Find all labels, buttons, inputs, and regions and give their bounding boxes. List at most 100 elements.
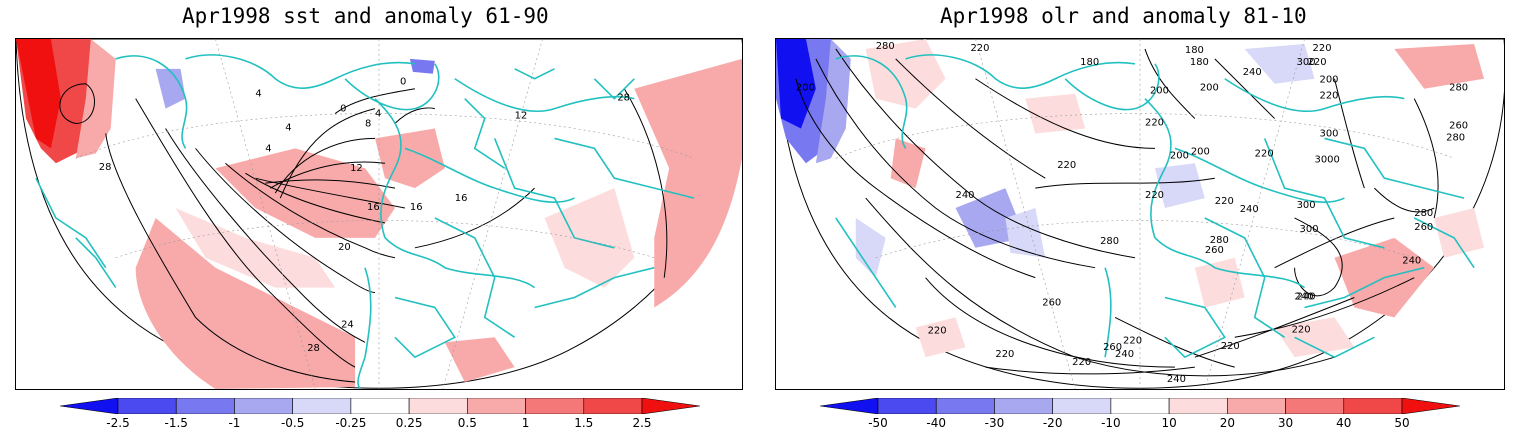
sst-colorbar	[60, 398, 700, 414]
colorbar-segment	[1227, 398, 1286, 414]
colorbar-tick-label: -1.5	[164, 416, 188, 430]
colorbar-segment	[1110, 398, 1170, 414]
contour-label: 24	[341, 319, 354, 330]
contour-label: 28	[307, 343, 320, 354]
colorbar-segment	[1401, 398, 1460, 414]
contour-label: 220	[1221, 341, 1240, 352]
contour-label: 220	[970, 43, 989, 54]
colorbar-tick-label: 10	[1161, 416, 1177, 430]
contour-label: 180	[1080, 57, 1099, 68]
colorbar-segment	[994, 398, 1053, 414]
contour-label: 28	[99, 162, 112, 173]
colorbar-tick-label: -0.5	[280, 416, 305, 430]
contour-label: 260	[1205, 245, 1224, 256]
contour-label: 240	[1297, 292, 1316, 303]
contour-label: 220	[1255, 148, 1274, 159]
colorbar-segment	[1343, 398, 1403, 414]
sst-anomaly-map: 28 4 0 4 8 0 4 12 16 16 16 20 24 28 28 1…	[15, 38, 743, 390]
contour-label: 240	[1115, 349, 1134, 360]
contour-label: 180	[1185, 45, 1204, 56]
colorbar-tick-label: 2.5	[632, 416, 652, 430]
contour-label: 200	[1191, 146, 1210, 157]
olr-colorbar	[820, 398, 1460, 414]
colorbar-segment	[175, 398, 235, 414]
contour-label: 220	[1313, 43, 1332, 54]
colorbar-tick-label: 50	[1394, 416, 1410, 430]
colorbar-segment	[350, 398, 410, 414]
olr-panel-title: Apr1998 olr and anomaly 81-10	[940, 4, 1307, 28]
contour-label: 3000	[1315, 154, 1340, 165]
contour-label: 220	[1145, 118, 1164, 129]
colorbar-tick-label: -50	[868, 416, 888, 430]
contour-label: 220	[1072, 357, 1091, 368]
colorbar-tick-label: 1	[521, 416, 530, 430]
contour-label: 240	[1167, 374, 1186, 385]
contour-label: 280	[1449, 83, 1468, 94]
contour-label: 200	[1200, 83, 1219, 94]
contour-label: 8	[365, 119, 371, 130]
contour-label: 220	[1145, 190, 1164, 201]
colorbar-tick-label: -2.5	[106, 416, 130, 430]
colorbar-segment	[234, 398, 293, 414]
colorbar-segment	[525, 398, 585, 414]
colorbar-segment	[877, 398, 937, 414]
contour-label: 220	[1320, 91, 1339, 102]
contour-label: 240	[1243, 67, 1262, 78]
contour-label: 260	[1449, 121, 1468, 132]
colorbar-tick-label: -1	[228, 416, 241, 430]
olr-anomaly-map: 280 220 180 180 220 240 220 300 200 180 …	[775, 38, 1505, 390]
colorbar-segment	[467, 398, 526, 414]
contour-label: 260	[1414, 222, 1433, 233]
colorbar-segment	[60, 398, 119, 414]
contour-label: 300	[1300, 224, 1319, 235]
sst-panel-title: Apr1998 sst and anomaly 61-90	[182, 4, 549, 28]
contour-label: 240	[1402, 256, 1421, 267]
contour-label: 28	[617, 93, 630, 104]
contour-label: 20	[338, 242, 351, 253]
contour-label: 220	[1215, 196, 1234, 207]
contour-label: 4	[255, 89, 261, 100]
colorbar-segment	[1052, 398, 1112, 414]
contour-label: 220	[995, 349, 1014, 360]
colorbar-segment	[583, 398, 643, 414]
contour-label: 4	[285, 122, 291, 133]
contour-label: 16	[410, 202, 423, 213]
contour-label: 280	[1100, 236, 1119, 247]
contour-label: 200	[796, 83, 815, 94]
contour-label: 12	[515, 111, 528, 122]
contour-label: 16	[455, 193, 468, 204]
colorbar-tick-label: 30	[1277, 416, 1294, 430]
contour-label: 220	[1308, 57, 1327, 68]
contour-label: 280	[1446, 132, 1465, 143]
contour-label: 280	[1210, 235, 1229, 246]
colorbar-tick-label: -40	[926, 416, 947, 430]
contour-label: 220	[928, 325, 947, 336]
colorbar-tick-label: 20	[1219, 416, 1235, 430]
contour-label: 200	[1320, 75, 1339, 86]
colorbar-segment	[641, 398, 700, 414]
colorbar-segment	[820, 398, 879, 414]
contour-label: 16	[367, 202, 380, 213]
sst-map-canvas: 28 4 0 4 8 0 4 12 16 16 16 20 24 28 28 1…	[16, 39, 742, 389]
colorbar-tick-label: -20	[1042, 416, 1063, 430]
contour-label: 0	[400, 77, 406, 88]
contour-label: 260	[1103, 342, 1122, 353]
contour-label: 220	[1292, 324, 1311, 335]
contour-label: 4	[375, 109, 381, 120]
contour-label: 240	[956, 190, 975, 201]
colorbar-tick-label: 0.5	[457, 416, 477, 430]
colorbar-tick-label: 40	[1336, 416, 1352, 430]
colorbar-segment	[1285, 398, 1345, 414]
colorbar-tick-label: -30	[984, 416, 1005, 430]
colorbar-tick-label: -0.25	[335, 416, 367, 430]
colorbar-segment	[408, 398, 468, 414]
contour-label: 200	[1150, 86, 1169, 97]
colorbar-tick-label: -10	[1101, 416, 1121, 430]
contour-label: 180	[1190, 57, 1209, 68]
colorbar-tick-label: 0.25	[395, 416, 423, 430]
contour-label: 280	[1414, 208, 1433, 219]
contour-label: 200	[1170, 150, 1189, 161]
contour-label: 280	[876, 41, 895, 52]
contour-label: 220	[1057, 160, 1076, 171]
contour-label: 4	[265, 143, 271, 154]
